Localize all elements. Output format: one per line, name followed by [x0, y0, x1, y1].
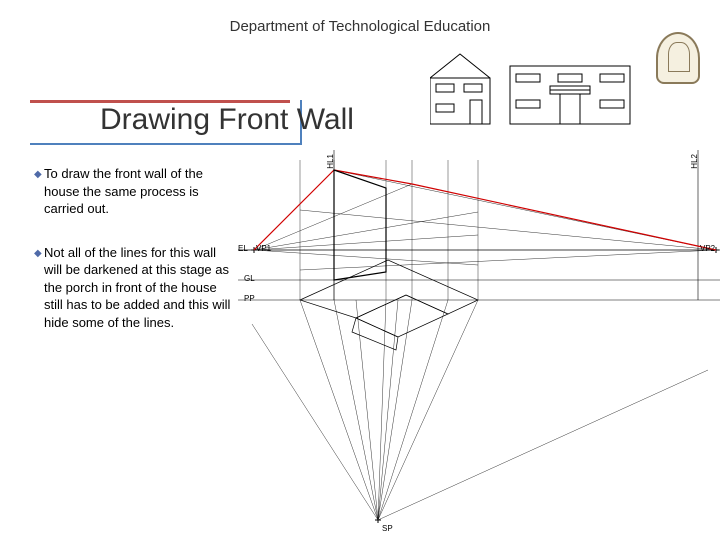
label-VP2: VP2: [700, 244, 715, 253]
list-item: ◆ Not all of the lines for this wall wil…: [34, 244, 234, 332]
label-VP1: VP1: [256, 244, 271, 253]
bullet-text: To draw the front wall of the house the …: [44, 165, 234, 218]
bullet-icon: ◆: [34, 247, 44, 332]
label-HL2: HL2: [690, 154, 699, 169]
bullet-icon: ◆: [34, 168, 44, 218]
label-GL: GL: [244, 274, 255, 283]
bullet-list: ◆ To draw the front wall of the house th…: [34, 165, 234, 357]
label-SP: SP: [382, 524, 393, 533]
label-HL1: HL1: [326, 154, 335, 169]
slide-title: Drawing Front Wall: [100, 103, 354, 137]
label-EL: EL: [238, 244, 248, 253]
label-PP: PP: [244, 294, 255, 303]
house-icons: [430, 50, 650, 135]
perspective-diagram: EL GL PP VP1 VP2 SP HL1 HL2: [238, 140, 720, 540]
department-header: Department of Technological Education: [0, 18, 720, 35]
list-item: ◆ To draw the front wall of the house th…: [34, 165, 234, 218]
bullet-text: Not all of the lines for this wall will …: [44, 244, 234, 332]
crest-logo: [656, 32, 700, 84]
